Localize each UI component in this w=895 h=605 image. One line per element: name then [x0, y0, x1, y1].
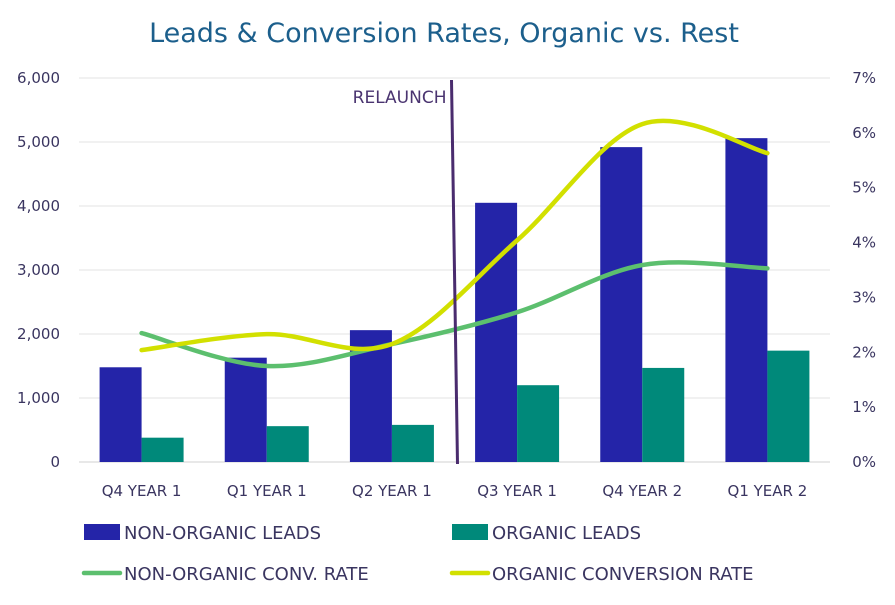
- bars: [99, 138, 810, 463]
- right-tick-label: 6%: [852, 124, 876, 142]
- right-tick-label: 1%: [852, 398, 876, 416]
- left-tick-label: 4,000: [17, 197, 60, 215]
- category-label: Q1 YEAR 1: [227, 482, 307, 500]
- bar-organic-leads: [266, 426, 309, 462]
- line-organic-conversion-rate: [139, 118, 770, 353]
- bar-non-organic-leads: [224, 357, 267, 462]
- legend-item: NON-ORGANIC CONV. RATE: [81, 564, 369, 585]
- bar-non-organic-leads: [725, 138, 768, 462]
- category-label: Q3 YEAR 1: [477, 482, 557, 500]
- category-label: Q2 YEAR 1: [352, 482, 432, 500]
- bar-organic-leads: [642, 367, 685, 462]
- right-tick-label: 3%: [852, 288, 876, 306]
- bar-organic-leads: [517, 385, 560, 462]
- bar-non-organic-leads: [600, 147, 643, 462]
- left-tick-label: 0: [50, 453, 60, 471]
- relaunch-line: [450, 79, 459, 465]
- category-label: Q4 YEAR 2: [602, 482, 682, 500]
- bar-organic-leads: [391, 424, 434, 462]
- legend-item: NON-ORGANIC LEADS: [84, 523, 321, 544]
- legend-item: ORGANIC CONVERSION RATE: [449, 564, 754, 585]
- right-tick-label: 0%: [852, 453, 876, 471]
- bar-non-organic-leads: [99, 367, 142, 462]
- right-tick-label: 5%: [852, 179, 876, 197]
- relaunch-annotation: RELAUNCH: [353, 79, 459, 465]
- chart-title: Leads & Conversion Rates, Organic vs. Re…: [149, 18, 739, 49]
- legend-label: NON-ORGANIC LEADS: [124, 523, 321, 544]
- bar-organic-leads: [767, 350, 810, 462]
- bar-non-organic-leads: [475, 202, 518, 463]
- relaunch-label: RELAUNCH: [353, 88, 447, 108]
- left-axis: 0 1,000 2,000 3,000 4,000 5,000 6,000: [17, 69, 60, 471]
- left-tick-label: 6,000: [17, 69, 60, 87]
- legend-label: NON-ORGANIC CONV. RATE: [124, 564, 369, 585]
- category-axis: Q4 YEAR 1 Q1 YEAR 1 Q2 YEAR 1 Q3 YEAR 1 Q4 Y…: [102, 482, 808, 500]
- right-tick-label: 4%: [852, 234, 876, 252]
- legend-swatch: [84, 524, 120, 540]
- legend-swatch: [452, 524, 488, 540]
- right-axis: 0% 1% 2% 3% 4% 5% 6% 7%: [852, 69, 876, 471]
- bar-organic-leads: [141, 437, 184, 462]
- category-label: Q4 YEAR 1: [102, 482, 182, 500]
- right-tick-label: 2%: [852, 343, 876, 361]
- legend-label: ORGANIC CONVERSION RATE: [492, 564, 754, 585]
- category-label: Q1 YEAR 2: [728, 482, 808, 500]
- left-tick-label: 1,000: [17, 389, 60, 407]
- left-tick-label: 2,000: [17, 325, 60, 343]
- legend-label: ORGANIC LEADS: [492, 523, 641, 544]
- left-tick-label: 5,000: [17, 133, 60, 151]
- left-tick-label: 3,000: [17, 261, 60, 279]
- legend: NON-ORGANIC LEADS ORGANIC LEADS NON-ORGANI…: [81, 523, 754, 585]
- legend-item: ORGANIC LEADS: [452, 523, 641, 544]
- right-tick-label: 7%: [852, 69, 876, 87]
